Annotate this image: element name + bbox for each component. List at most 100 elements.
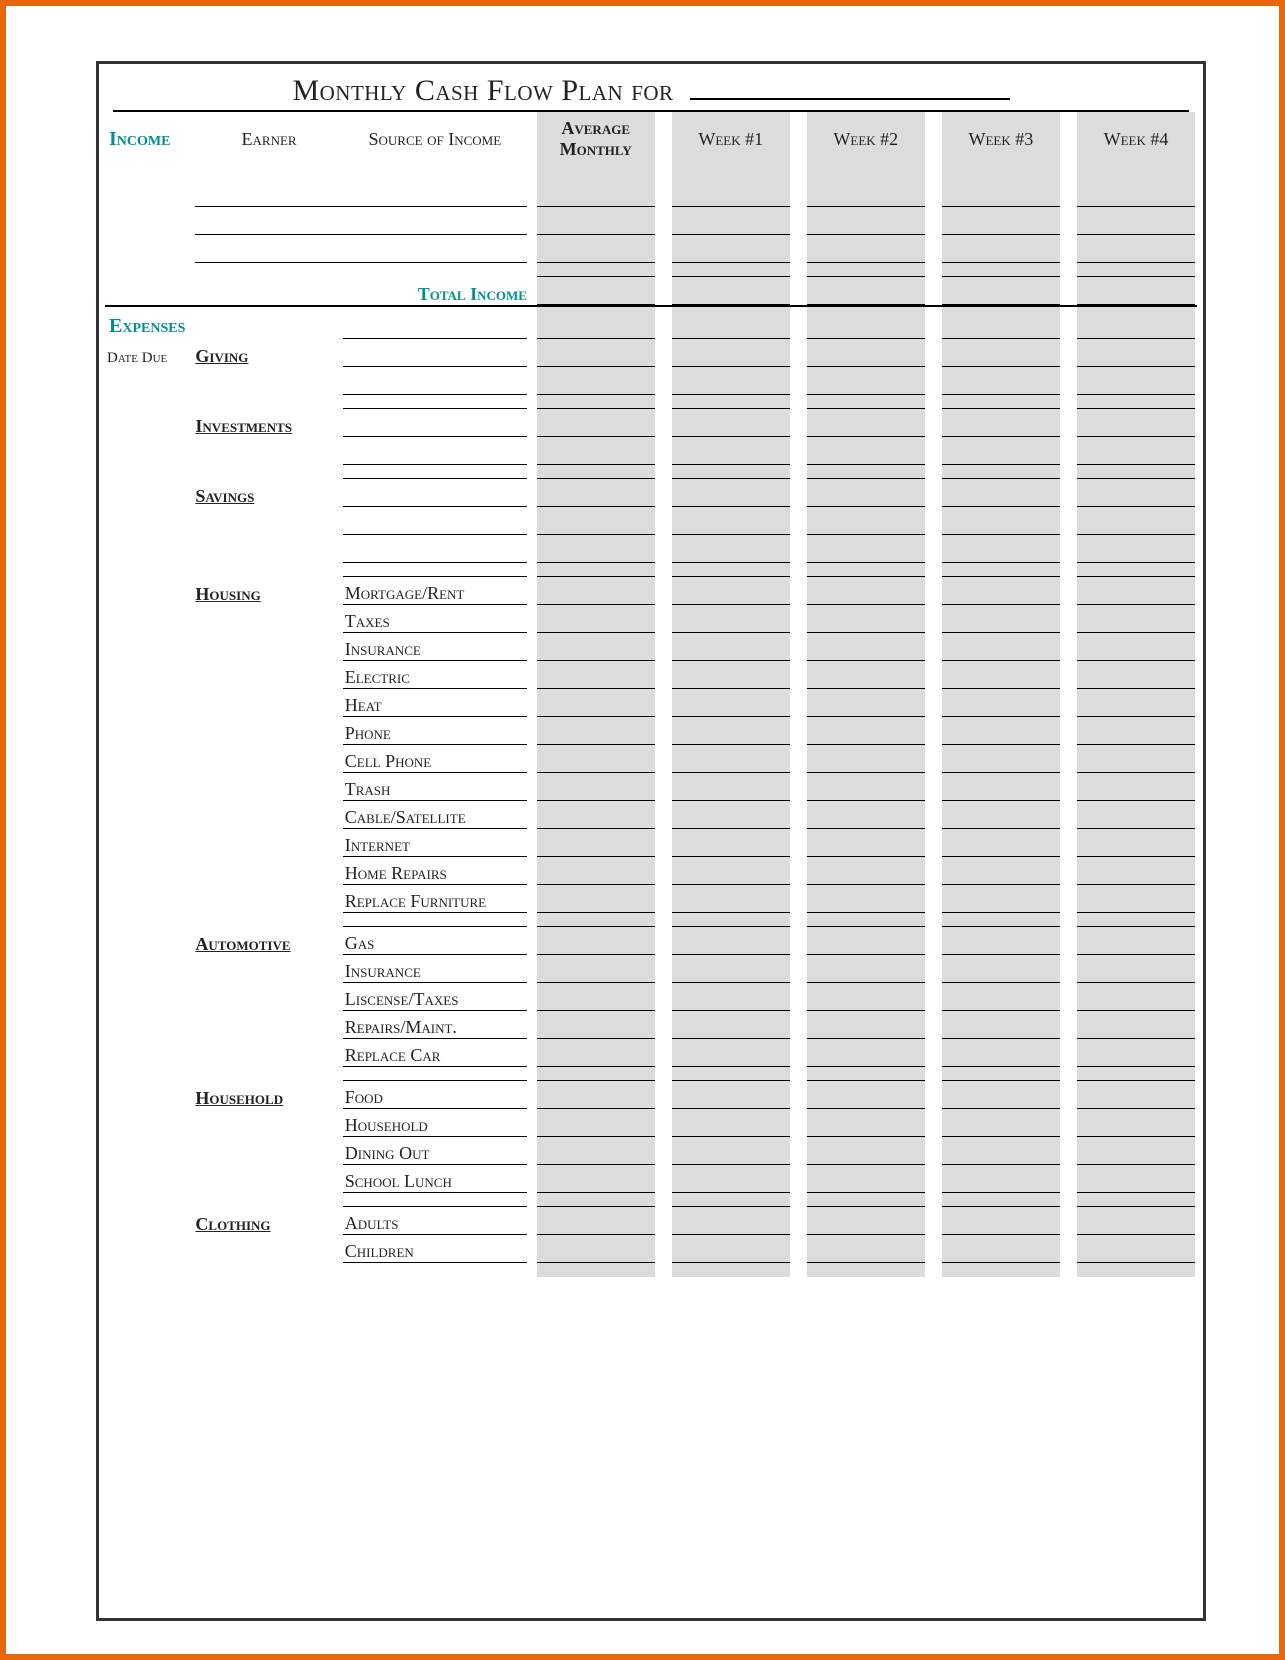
- title-text: Monthly Cash Flow Plan for: [292, 74, 673, 107]
- wk2-cell: [807, 717, 925, 745]
- wk3-cell: [942, 577, 1060, 605]
- page-border: Monthly Cash Flow Plan for Income Earner…: [0, 0, 1285, 1660]
- avg-cell: [537, 689, 655, 717]
- wk4-cell: [1077, 955, 1195, 983]
- wk4-cell: [1077, 857, 1195, 885]
- wk4-cell: [1077, 1011, 1195, 1039]
- wk3-cell: [942, 1039, 1060, 1067]
- expense-item: Replace Furniture: [343, 885, 527, 913]
- expense-row: [107, 535, 1195, 563]
- expense-row: Taxes: [107, 605, 1195, 633]
- source-cell: [343, 206, 527, 234]
- expense-item: Home Repairs: [343, 857, 527, 885]
- avg-cell: [537, 367, 655, 395]
- wk2-cell: [807, 535, 925, 563]
- section-gap: [107, 913, 1195, 927]
- expense-item: [343, 535, 527, 563]
- expense-row: Household: [107, 1109, 1195, 1137]
- wk1-cell: [672, 717, 790, 745]
- expense-row: Internet: [107, 829, 1195, 857]
- expense-item: Electric: [343, 661, 527, 689]
- week4-header: Week #4: [1077, 112, 1195, 178]
- avg-cell: [537, 955, 655, 983]
- wk3-cell: [942, 857, 1060, 885]
- total-income-label: Total Income: [195, 277, 527, 305]
- wk1-cell: [672, 605, 790, 633]
- wk1-cell: [672, 1165, 790, 1193]
- expense-item: Heat: [343, 689, 527, 717]
- expense-item: Cable/Satellite: [343, 801, 527, 829]
- wk1-cell: [672, 1109, 790, 1137]
- avg-cell: [537, 206, 655, 234]
- wk2-cell: [807, 1109, 925, 1137]
- expense-item: Children: [343, 1235, 527, 1263]
- wk3-cell: [942, 801, 1060, 829]
- expense-row: Phone: [107, 717, 1195, 745]
- avg-cell: [537, 1109, 655, 1137]
- wk4-cell: [1077, 1081, 1195, 1109]
- wk3-cell: [942, 773, 1060, 801]
- week1-header: Week #1: [672, 112, 790, 178]
- wk4-cell: [1077, 1207, 1195, 1235]
- wk4-cell: [1077, 1109, 1195, 1137]
- earner-cell: [195, 206, 342, 234]
- wk2-cell: [807, 234, 925, 262]
- expense-item: Taxes: [343, 605, 527, 633]
- wk1-cell: [672, 1011, 790, 1039]
- avg-cell: [537, 507, 655, 535]
- avg-cell: [537, 927, 655, 955]
- wk2-cell: [807, 983, 925, 1011]
- total-wk3-cell: [942, 277, 1060, 305]
- expense-item: Replace Car: [343, 1039, 527, 1067]
- wk2-cell: [807, 1207, 925, 1235]
- wk3-cell: [942, 689, 1060, 717]
- category-label: Household: [195, 1081, 342, 1109]
- expense-row: Trash: [107, 773, 1195, 801]
- wk3-cell: [942, 507, 1060, 535]
- wk4-cell: [1077, 437, 1195, 465]
- wk2-cell: [807, 206, 925, 234]
- wk2-cell: [807, 437, 925, 465]
- wk3-cell: [942, 535, 1060, 563]
- avg-cell: [537, 745, 655, 773]
- wk1-cell: [672, 507, 790, 535]
- wk1-cell: [672, 1207, 790, 1235]
- expense-row: Replace Car: [107, 1039, 1195, 1067]
- wk4-cell: [1077, 507, 1195, 535]
- wk1-cell: [672, 829, 790, 857]
- total-wk4-cell: [1077, 277, 1195, 305]
- income-rows: [107, 178, 1195, 276]
- category-label: Automotive: [195, 927, 342, 955]
- total-avg-cell: [537, 277, 655, 305]
- wk3-cell: [942, 1165, 1060, 1193]
- total-income-row: Total Income: [107, 276, 1195, 305]
- expense-item: Repairs/Maint.: [343, 1011, 527, 1039]
- wk1-cell: [672, 1039, 790, 1067]
- wk3-cell: [942, 206, 1060, 234]
- earner-cell: [195, 178, 342, 206]
- expense-item: Food: [343, 1081, 527, 1109]
- wk4-cell: [1077, 773, 1195, 801]
- wk4-cell: [1077, 535, 1195, 563]
- expense-item: Household: [343, 1109, 527, 1137]
- wk2-cell: [807, 507, 925, 535]
- wk4-cell: [1077, 689, 1195, 717]
- source-header: Source of Income: [343, 112, 527, 178]
- wk4-cell: [1077, 745, 1195, 773]
- earner-header: Earner: [195, 112, 342, 178]
- expense-item: Gas: [343, 927, 527, 955]
- income-header: Income: [107, 112, 195, 178]
- wk2-cell: [807, 577, 925, 605]
- section-gap: [107, 1263, 1195, 1277]
- wk3-cell: [942, 829, 1060, 857]
- expense-row: Children: [107, 1235, 1195, 1263]
- wk1-cell: [672, 234, 790, 262]
- wk4-cell: [1077, 1165, 1195, 1193]
- wk2-cell: [807, 1165, 925, 1193]
- avg-cell: [537, 437, 655, 465]
- wk3-cell: [942, 1235, 1060, 1263]
- avg-cell: [537, 885, 655, 913]
- avg-cell: [537, 577, 655, 605]
- expense-item: Insurance: [343, 633, 527, 661]
- expense-item: Liscense/Taxes: [343, 983, 527, 1011]
